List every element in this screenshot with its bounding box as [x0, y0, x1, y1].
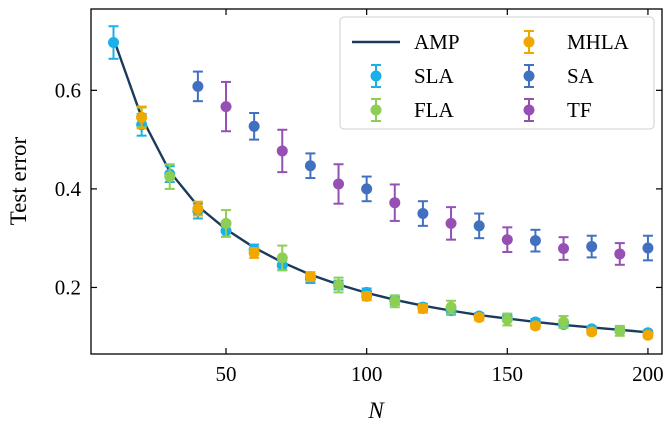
fla-point: [614, 325, 626, 337]
mhla-point: [304, 271, 316, 283]
mhla-point: [473, 312, 485, 324]
fla-point: [164, 171, 176, 183]
legend-label-sa: SA: [567, 64, 595, 88]
fla-point: [276, 252, 288, 264]
legend-swatch-sla: [370, 70, 382, 82]
tf-point: [445, 217, 457, 229]
tf-point: [333, 178, 345, 190]
y-tick-label: 0.4: [55, 177, 82, 201]
mhla-point: [642, 329, 654, 341]
tf-point: [614, 248, 626, 260]
sa-point: [529, 235, 541, 247]
sa-point: [192, 80, 204, 92]
legend-swatch-fla: [370, 104, 382, 116]
legend-box: [339, 16, 655, 130]
axis-ticks: 50 100 150 200 0.2 0.4 0.6: [55, 9, 664, 386]
series-tf: [220, 80, 626, 266]
sa-point: [417, 208, 429, 220]
sa-point: [642, 242, 654, 254]
mhla-point: [248, 247, 260, 259]
fla-point: [220, 217, 232, 229]
legend-label-amp: AMP: [414, 30, 460, 54]
tf-point: [389, 197, 401, 209]
tf-point: [558, 243, 570, 255]
legend-swatch-mhla: [523, 36, 535, 48]
legend: AMP MHLA SLA SA FLA TF: [339, 16, 655, 130]
legend-label-fla: FLA: [414, 98, 455, 122]
legend-swatch-tf: [523, 104, 535, 116]
mhla-point: [586, 326, 598, 338]
x-tick-label: 150: [492, 362, 524, 386]
y-tick-label: 0.6: [55, 78, 81, 102]
tf-point: [276, 145, 288, 157]
mhla-point: [417, 303, 429, 315]
series-fla: [136, 106, 626, 337]
mhla-point: [192, 203, 204, 215]
series-sa: [192, 70, 654, 262]
x-tick-label: 50: [216, 362, 237, 386]
fla-point: [445, 301, 457, 313]
sa-point: [304, 160, 316, 172]
x-tick-label: 200: [632, 362, 664, 386]
sa-point: [586, 241, 598, 253]
sa-point: [473, 220, 485, 232]
sla-point: [108, 37, 120, 49]
sa-point: [361, 183, 373, 195]
fla-point: [333, 279, 345, 291]
fla-point: [501, 314, 513, 325]
plot-frame: [90, 8, 663, 355]
legend-swatch-sa: [523, 70, 535, 82]
x-tick-label: 100: [351, 362, 383, 386]
legend-label-tf: TF: [567, 98, 592, 122]
y-tick-label: 0.2: [55, 275, 81, 299]
y-axis-label: Test error: [6, 136, 31, 225]
mhla-point: [136, 111, 148, 123]
fla-point: [558, 316, 570, 328]
mhla-point: [529, 320, 541, 332]
tf-point: [501, 234, 513, 246]
legend-label-mhla: MHLA: [567, 30, 630, 54]
mhla-point: [361, 290, 373, 302]
data-points-layer: [108, 25, 654, 341]
fla-point: [389, 295, 401, 307]
tf-point: [220, 101, 232, 113]
series-mhla: [136, 105, 654, 341]
x-axis-label: N: [367, 398, 385, 423]
legend-label-sla: SLA: [414, 64, 455, 88]
sa-point: [248, 120, 260, 132]
